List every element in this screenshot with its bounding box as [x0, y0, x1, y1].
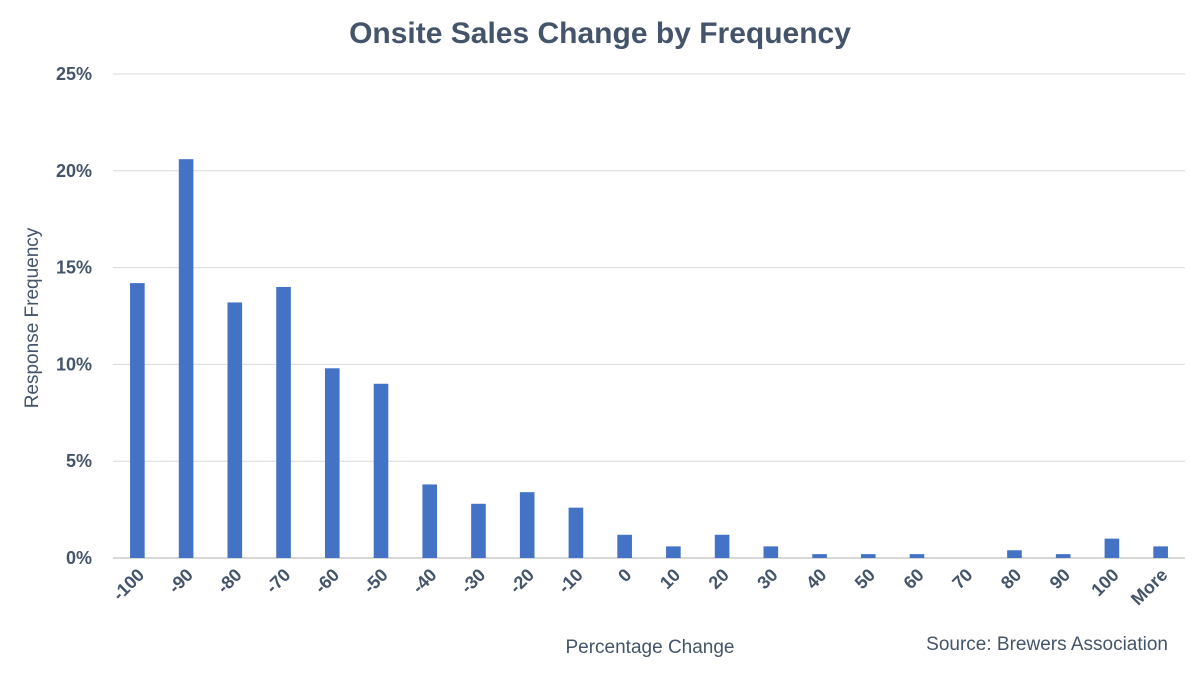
x-tick-label: 100	[1087, 565, 1122, 600]
bar	[763, 546, 779, 558]
bar	[568, 507, 584, 558]
bar	[324, 368, 340, 558]
y-tick-label: 0%	[66, 548, 92, 568]
x-tick-label: -40	[408, 565, 441, 598]
bar	[471, 503, 486, 558]
x-tick-label: 80	[997, 565, 1025, 593]
bar	[1104, 538, 1120, 558]
bar	[860, 554, 876, 558]
x-tick-label: -30	[457, 565, 490, 598]
bar	[422, 484, 438, 558]
x-axis-ticks: -100 -90 -80 -70 -60 -50 -40 -30 -20 -10 0 10 20 30 40…	[109, 565, 1172, 610]
y-tick-label: 10%	[56, 354, 92, 374]
bar	[130, 283, 145, 558]
x-tick-label: More	[1127, 565, 1172, 610]
bar	[909, 554, 925, 558]
x-tick-label: -60	[311, 565, 344, 598]
bar	[617, 534, 632, 558]
bar	[812, 554, 827, 558]
x-tick-label: -90	[164, 565, 197, 598]
x-tick-label: -80	[213, 565, 246, 598]
x-tick-label: -10	[554, 565, 587, 598]
bar	[1007, 550, 1022, 558]
x-tick-label: -100	[109, 565, 149, 605]
chart-title: Onsite Sales Change by Frequency	[349, 17, 851, 50]
y-tick-label: 25%	[56, 64, 92, 84]
x-tick-label: 10	[656, 565, 684, 593]
y-tick-label: 20%	[56, 161, 92, 181]
y-axis-label: Response Frequency	[22, 227, 43, 408]
x-tick-label: -70	[262, 565, 295, 598]
x-tick-label: 60	[900, 565, 928, 593]
x-tick-label: 70	[948, 565, 976, 593]
bar	[519, 492, 535, 558]
source-note: Source: Brewers Association	[926, 634, 1168, 655]
gridlines	[113, 73, 1185, 559]
x-tick-label: 90	[1046, 565, 1074, 593]
x-tick-label: 20	[705, 565, 733, 593]
bar	[666, 546, 681, 558]
bar	[1055, 554, 1071, 558]
bars	[130, 159, 1168, 558]
y-tick-label: 5%	[66, 451, 92, 471]
x-tick-label: -50	[359, 565, 392, 598]
bar	[276, 286, 291, 558]
x-tick-label: 30	[753, 565, 781, 593]
bar	[1153, 546, 1168, 558]
bar	[227, 302, 243, 558]
bar	[373, 383, 389, 558]
x-tick-label: 40	[802, 565, 830, 593]
bar	[178, 159, 194, 558]
x-tick-label: 50	[851, 565, 879, 593]
x-tick-label: 0	[614, 565, 635, 586]
bar	[714, 534, 730, 558]
x-tick-label: -20	[505, 565, 538, 598]
y-axis-ticks: 0% 5% 10% 15% 20% 25%	[56, 64, 92, 568]
y-tick-label: 15%	[56, 258, 92, 278]
x-axis-label: Percentage Change	[565, 637, 734, 658]
